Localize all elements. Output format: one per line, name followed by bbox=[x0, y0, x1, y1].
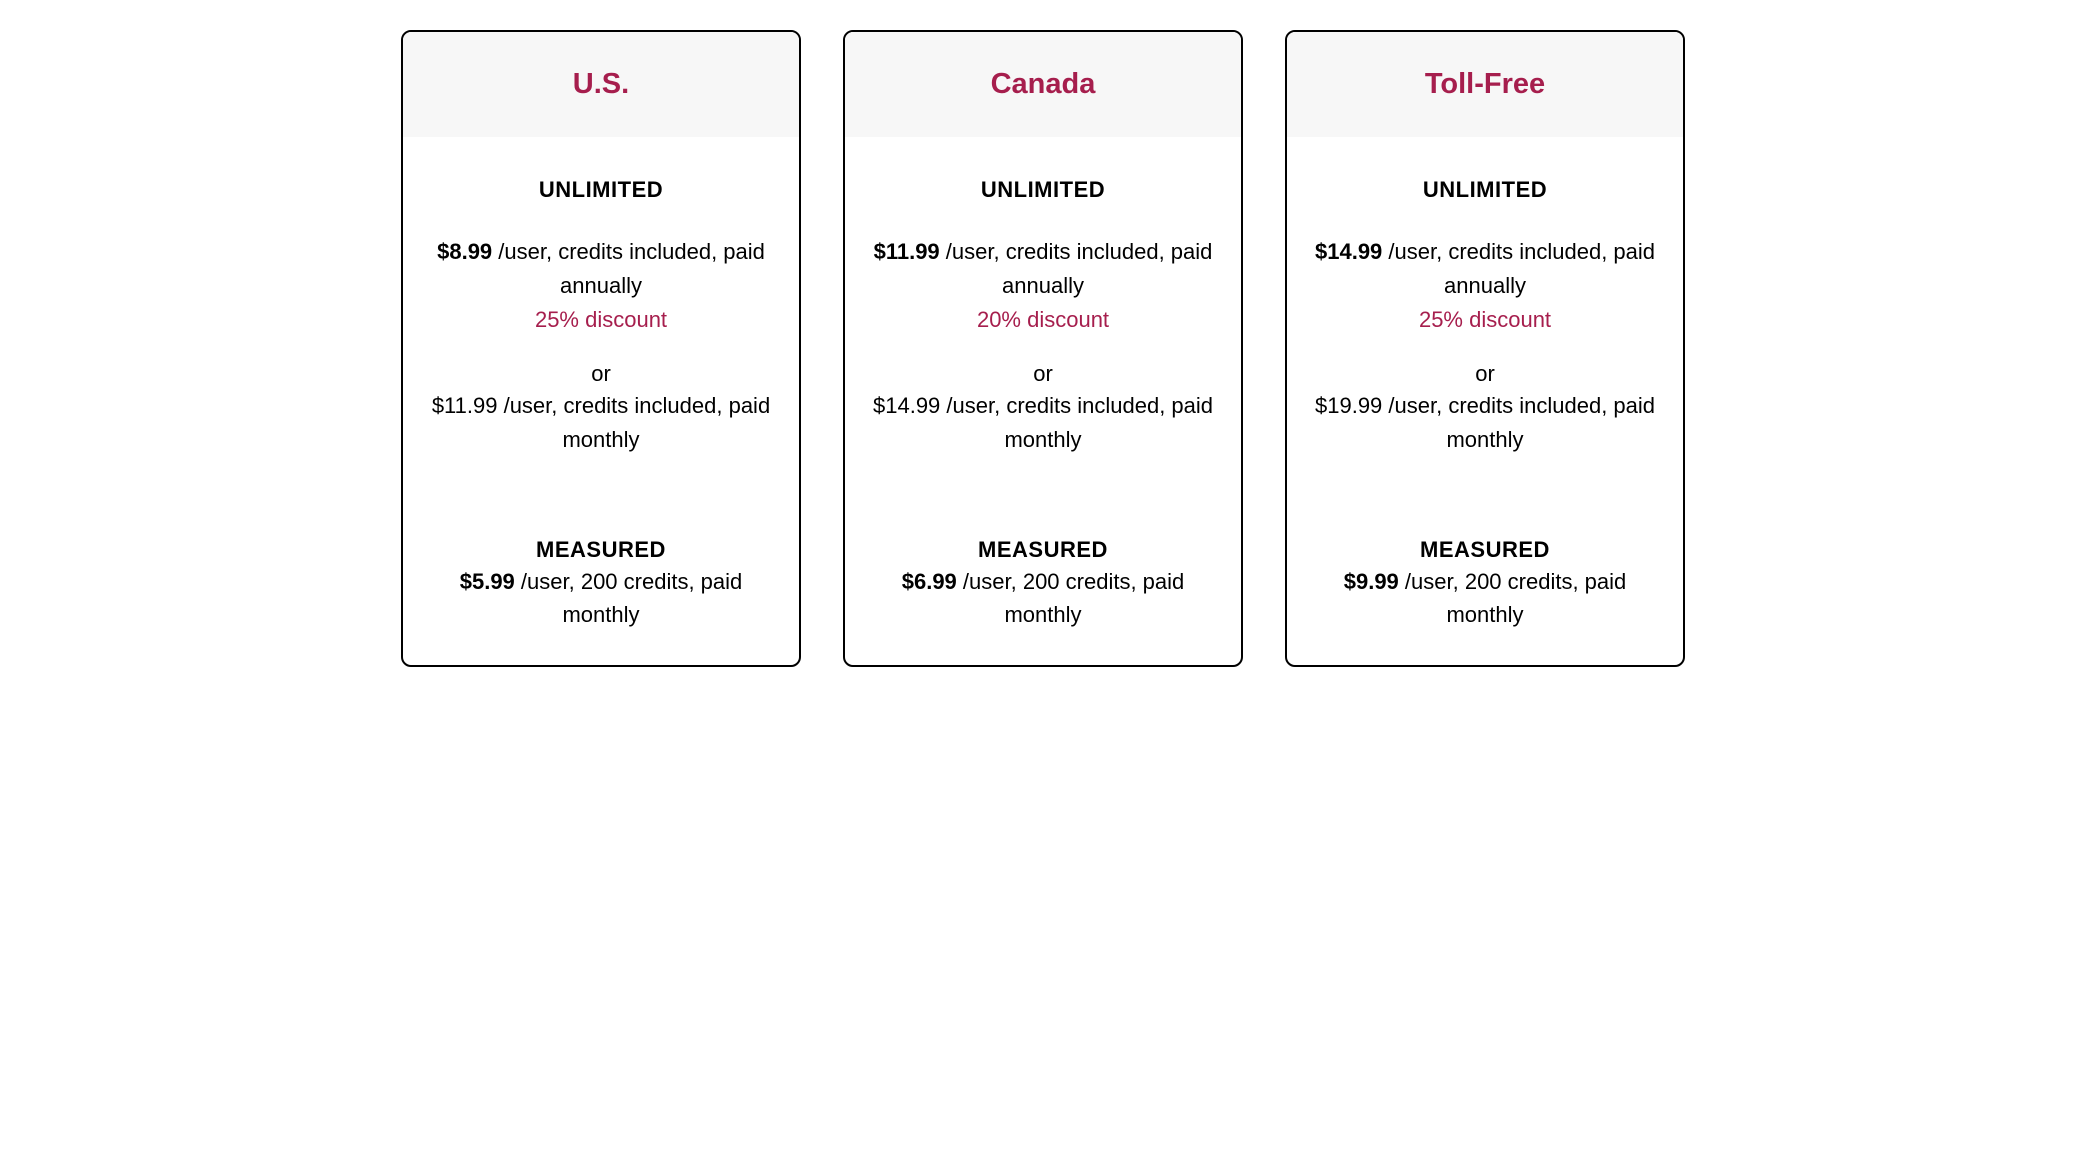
discount-text: 25% discount bbox=[431, 303, 771, 337]
card-title: Canada bbox=[865, 68, 1221, 101]
annual-price-block: $14.99 /user, credits included, paid ann… bbox=[1315, 235, 1655, 303]
annual-suffix: /user, credits included, paid annually bbox=[940, 239, 1213, 298]
measured-price: $9.99 bbox=[1344, 569, 1399, 594]
measured-section: MEASURED $6.99 /user, 200 credits, paid … bbox=[873, 537, 1213, 631]
measured-price-block: $9.99 /user, 200 credits, paid monthly bbox=[1315, 565, 1655, 631]
pricing-card-us: U.S. UNLIMITED $8.99 /user, credits incl… bbox=[401, 30, 801, 667]
or-separator: or bbox=[873, 361, 1213, 387]
or-separator: or bbox=[1315, 361, 1655, 387]
monthly-price-block: $11.99 /user, credits included, paid mon… bbox=[431, 389, 771, 457]
annual-suffix: /user, credits included, paid annually bbox=[492, 239, 765, 298]
monthly-price-block: $19.99 /user, credits included, paid mon… bbox=[1315, 389, 1655, 457]
measured-section: MEASURED $5.99 /user, 200 credits, paid … bbox=[431, 537, 771, 631]
discount-text: 25% discount bbox=[1315, 303, 1655, 337]
measured-price-block: $6.99 /user, 200 credits, paid monthly bbox=[873, 565, 1213, 631]
measured-label: MEASURED bbox=[431, 537, 771, 563]
pricing-card-tollfree: Toll-Free UNLIMITED $14.99 /user, credit… bbox=[1285, 30, 1685, 667]
measured-label: MEASURED bbox=[873, 537, 1213, 563]
unlimited-label: UNLIMITED bbox=[431, 177, 771, 203]
card-header: U.S. bbox=[403, 32, 799, 137]
card-title: U.S. bbox=[423, 68, 779, 101]
measured-label: MEASURED bbox=[1315, 537, 1655, 563]
annual-suffix: /user, credits included, paid annually bbox=[1382, 239, 1655, 298]
measured-price-block: $5.99 /user, 200 credits, paid monthly bbox=[431, 565, 771, 631]
card-body: UNLIMITED $8.99 /user, credits included,… bbox=[403, 137, 799, 665]
measured-price: $6.99 bbox=[902, 569, 957, 594]
measured-suffix: /user, 200 credits, paid monthly bbox=[1399, 569, 1626, 627]
monthly-suffix: /user, credits included, paid monthly bbox=[940, 393, 1213, 452]
pricing-card-canada: Canada UNLIMITED $11.99 /user, credits i… bbox=[843, 30, 1243, 667]
spacer bbox=[873, 457, 1213, 537]
annual-price-block: $8.99 /user, credits included, paid annu… bbox=[431, 235, 771, 303]
measured-price: $5.99 bbox=[460, 569, 515, 594]
spacer bbox=[1315, 457, 1655, 537]
measured-suffix: /user, 200 credits, paid monthly bbox=[957, 569, 1184, 627]
monthly-price: $11.99 bbox=[432, 393, 498, 418]
measured-suffix: /user, 200 credits, paid monthly bbox=[515, 569, 742, 627]
monthly-price: $14.99 bbox=[873, 393, 940, 418]
card-body: UNLIMITED $14.99 /user, credits included… bbox=[1287, 137, 1683, 665]
discount-text: 20% discount bbox=[873, 303, 1213, 337]
card-title: Toll-Free bbox=[1307, 68, 1663, 101]
unlimited-label: UNLIMITED bbox=[873, 177, 1213, 203]
monthly-price: $19.99 bbox=[1315, 393, 1382, 418]
annual-price: $8.99 bbox=[437, 239, 492, 264]
card-body: UNLIMITED $11.99 /user, credits included… bbox=[845, 137, 1241, 665]
pricing-container: U.S. UNLIMITED $8.99 /user, credits incl… bbox=[70, 30, 2016, 667]
unlimited-label: UNLIMITED bbox=[1315, 177, 1655, 203]
annual-price-block: $11.99 /user, credits included, paid ann… bbox=[873, 235, 1213, 303]
card-header: Toll-Free bbox=[1287, 32, 1683, 137]
monthly-suffix: /user, credits included, paid monthly bbox=[497, 393, 770, 452]
or-separator: or bbox=[431, 361, 771, 387]
annual-price: $14.99 bbox=[1315, 239, 1382, 264]
measured-section: MEASURED $9.99 /user, 200 credits, paid … bbox=[1315, 537, 1655, 631]
monthly-suffix: /user, credits included, paid monthly bbox=[1382, 393, 1655, 452]
monthly-price-block: $14.99 /user, credits included, paid mon… bbox=[873, 389, 1213, 457]
spacer bbox=[431, 457, 771, 537]
card-header: Canada bbox=[845, 32, 1241, 137]
annual-price: $11.99 bbox=[874, 239, 940, 264]
